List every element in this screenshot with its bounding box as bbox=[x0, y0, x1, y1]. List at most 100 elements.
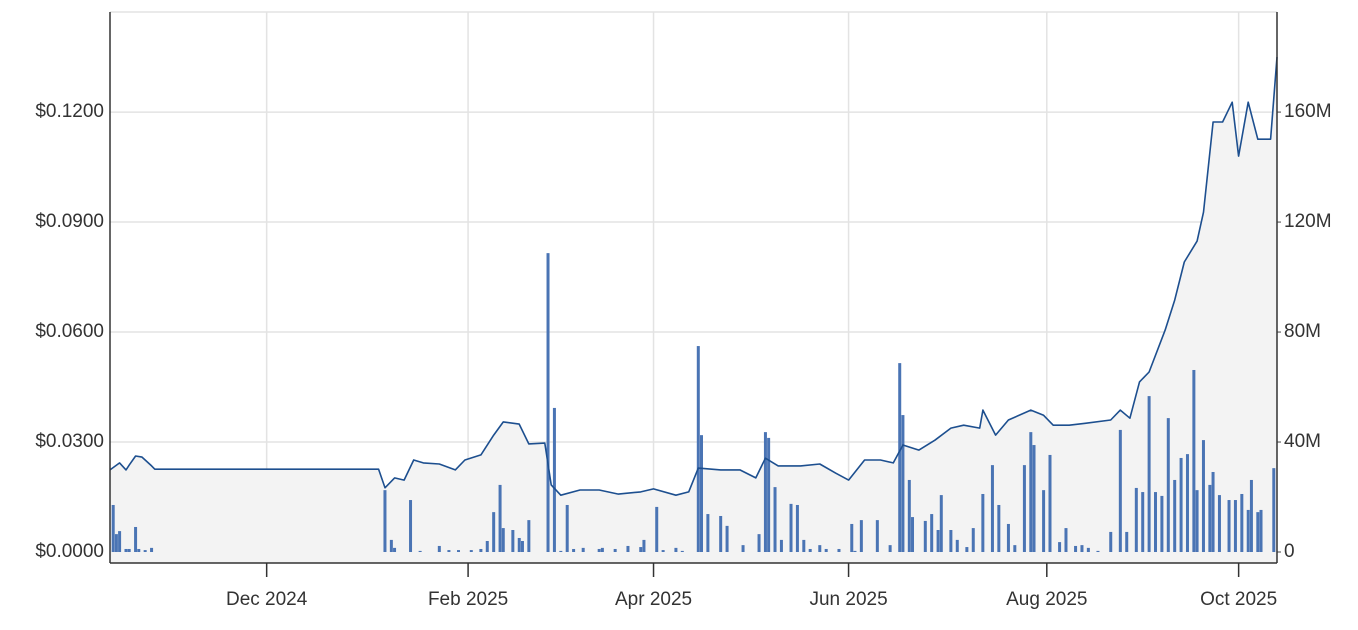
volume-bar bbox=[1192, 369, 1196, 553]
volume-bar bbox=[1096, 550, 1100, 553]
volume-bar bbox=[741, 545, 745, 553]
volume-bar bbox=[789, 503, 793, 553]
volume-bar bbox=[779, 539, 783, 553]
volume-bar bbox=[901, 415, 905, 553]
volume-bar bbox=[1022, 465, 1026, 553]
volume-bar bbox=[134, 526, 138, 553]
volume-bar bbox=[674, 547, 678, 553]
volume-bar bbox=[1233, 500, 1237, 553]
volume-bar bbox=[457, 550, 461, 553]
volume-bar bbox=[485, 541, 489, 553]
volume-bar bbox=[888, 545, 892, 553]
volume-bar bbox=[1272, 468, 1276, 553]
volume-bar bbox=[597, 548, 601, 553]
volume-bar bbox=[1080, 545, 1084, 553]
volume-bar bbox=[1217, 495, 1221, 553]
volume-bar bbox=[1249, 479, 1253, 553]
volume-bar bbox=[802, 539, 806, 553]
volume-bar bbox=[1195, 490, 1199, 553]
volume-bar bbox=[492, 512, 496, 553]
y-tick-label: $0.0900 bbox=[35, 211, 104, 232]
volume-bar bbox=[1166, 418, 1170, 553]
volume-bar bbox=[1013, 545, 1017, 553]
volume-bar bbox=[824, 548, 828, 553]
volume-bar bbox=[767, 437, 771, 553]
volume-bar bbox=[661, 550, 665, 553]
x-tick-label: Jun 2025 bbox=[809, 589, 887, 610]
volume-bar bbox=[1246, 509, 1250, 553]
x-tick-label: Feb 2025 bbox=[428, 589, 508, 610]
volume-bar bbox=[613, 548, 617, 553]
volume-bar bbox=[114, 534, 118, 553]
volume-bar bbox=[520, 541, 524, 553]
volume-bar bbox=[469, 550, 473, 553]
volume-bar bbox=[393, 547, 397, 553]
volume-bar bbox=[706, 514, 710, 553]
volume-bar bbox=[853, 550, 857, 553]
volume-bar bbox=[626, 545, 630, 553]
volume-bar bbox=[1086, 547, 1090, 553]
y-tick-label: $0.0300 bbox=[35, 431, 104, 452]
y2-tick-label: 120M bbox=[1284, 211, 1332, 232]
volume-bar bbox=[1042, 490, 1046, 553]
volume-bar bbox=[1173, 479, 1177, 553]
volume-bar bbox=[1240, 493, 1244, 553]
y2-tick-label: 80M bbox=[1284, 321, 1321, 342]
volume-bar bbox=[875, 520, 879, 553]
volume-bar bbox=[1048, 454, 1052, 553]
volume-bar bbox=[725, 525, 729, 553]
price-line bbox=[109, 57, 1278, 496]
volume-bar bbox=[118, 531, 122, 553]
volume-bar bbox=[517, 537, 521, 553]
volume-bar bbox=[1032, 445, 1036, 553]
volume-bar bbox=[773, 487, 777, 553]
volume-bar bbox=[383, 490, 387, 553]
volume-bar bbox=[409, 500, 413, 553]
volume-bar bbox=[143, 550, 147, 553]
volume-bar bbox=[955, 539, 959, 553]
volume-bar bbox=[124, 548, 128, 553]
volume-bar bbox=[981, 493, 985, 553]
volume-bar bbox=[949, 530, 953, 553]
volume-bar bbox=[1058, 542, 1062, 553]
volume-bar bbox=[1256, 512, 1260, 553]
labels-layer: $0.0000 $0.0300 $0.0600 $0.0900 $0.1200 0 40M 8… bbox=[35, 101, 1331, 610]
volume-bar bbox=[572, 548, 576, 553]
volume-bar bbox=[971, 528, 975, 553]
volume-bar bbox=[565, 504, 569, 553]
volume-bar bbox=[719, 515, 723, 553]
volume-bar bbox=[859, 520, 863, 553]
volume-bar bbox=[639, 547, 643, 553]
volume-bar bbox=[418, 550, 422, 553]
y2-tick-label: 0 bbox=[1284, 541, 1295, 562]
volume-bar bbox=[150, 547, 154, 553]
volume-bar bbox=[850, 523, 854, 553]
volume-bar bbox=[437, 545, 441, 553]
volume-bar bbox=[1006, 523, 1010, 553]
volume-bar bbox=[527, 520, 531, 553]
axes-layer bbox=[109, 12, 1281, 577]
volume-bar bbox=[1147, 396, 1151, 553]
volume-bar bbox=[936, 530, 940, 553]
volume-bar bbox=[923, 520, 927, 553]
x-tick-label: Dec 2024 bbox=[226, 589, 308, 610]
area-layer bbox=[110, 57, 1277, 563]
volume-bar bbox=[808, 548, 812, 553]
y2-tick-label: 160M bbox=[1284, 101, 1332, 122]
volume-bar bbox=[655, 506, 659, 553]
volume-bar bbox=[501, 528, 505, 553]
volume-bar bbox=[447, 550, 451, 553]
volume-bar bbox=[1029, 432, 1033, 553]
volume-bar bbox=[911, 517, 915, 553]
volume-bar bbox=[990, 465, 994, 553]
volume-bar bbox=[511, 530, 515, 553]
y-tick-label: $0.1200 bbox=[35, 101, 104, 122]
volume-bar bbox=[1109, 531, 1113, 553]
volume-bar bbox=[1201, 440, 1205, 553]
volume-bar bbox=[763, 432, 767, 553]
volume-bar bbox=[1259, 509, 1263, 553]
y2-tick-label: 40M bbox=[1284, 431, 1321, 452]
volume-bar bbox=[1064, 528, 1068, 553]
volume-bar bbox=[699, 435, 703, 553]
